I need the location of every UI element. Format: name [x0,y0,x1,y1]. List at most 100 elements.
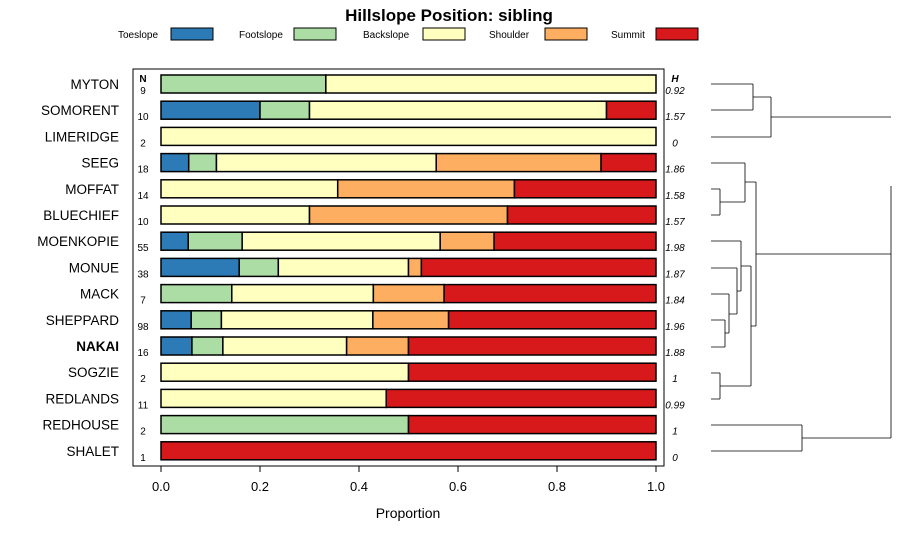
bar-segment [407,414,657,435]
row-label: MYTON [70,77,119,92]
legend-swatch [293,27,337,41]
n-value: 9 [140,86,146,97]
dendro-branch [711,424,803,452]
bar-segment [407,257,423,278]
bar-segment [513,179,657,199]
legend-swatch [170,27,214,41]
n-value: 14 [137,191,149,202]
dendro-branch [711,96,772,138]
bar-segment [241,231,441,251]
bar-segment [215,152,437,173]
bar-segment [506,205,657,225]
bar-segment [435,152,602,173]
bar-segment [600,152,657,173]
n-value: 10 [137,217,149,228]
bar-segment [190,310,223,330]
n-value: 38 [137,269,149,280]
bar-segment [220,310,374,330]
bar-segment [160,441,657,461]
bar-segment [160,257,240,278]
legend-label: Toeslope [118,30,158,41]
dendro-branch [802,186,892,439]
bar-segment [277,257,410,278]
legend-swatch [544,27,588,41]
n-value: 55 [137,243,149,254]
bar-segment [160,310,192,330]
bar-segment [187,231,243,251]
row-label: MOENKOPIE [37,234,119,249]
row-label: SHALET [66,444,119,459]
chart-title: Hillslope Position: sibling [345,6,553,25]
bar-segment [407,336,657,356]
bar-segment [231,283,375,304]
h-value: 1.57 [665,217,685,228]
bar-segment [160,336,193,356]
row-label: MOFFAT [65,182,119,197]
bar-segment [345,336,410,356]
row-label: REDLANDS [45,391,119,406]
bar-segment [160,283,233,304]
bar-segment [308,100,608,120]
dendro-branch [711,240,742,292]
n-header: N [139,74,146,85]
bar-segment [238,257,280,278]
dendro-branch [711,267,738,315]
x-axis-label: Proportion [376,505,441,521]
row-label: NAKAI [76,339,119,354]
bar-segment [160,362,410,382]
dendro-branch [711,188,721,216]
bar-segment [160,152,190,173]
bar-segment [160,414,410,435]
h-value: 1.86 [665,165,685,176]
n-value: 11 [138,400,149,411]
h-value: 1.88 [665,348,685,359]
h-value: 0 [672,138,678,149]
row-label: SEEG [81,156,119,171]
x-tick-label: 1.0 [647,479,665,494]
legend-label: Backslope [363,30,410,41]
h-value: 1.98 [665,243,685,254]
bar-segment [407,362,657,382]
h-header: H [671,74,679,85]
h-value: 1 [672,374,678,385]
n-value: 1 [140,453,146,464]
legend-label: Shoulder [489,30,530,41]
bar-segment [160,179,339,199]
row-label: LIMERIDGE [45,129,119,144]
bar-segment [385,388,657,409]
x-tick-label: 0.6 [449,479,467,494]
row-label: MONUE [69,260,119,275]
h-value: 1.84 [665,296,685,307]
n-value: 18 [137,165,149,176]
dendro-branch [711,293,730,334]
x-tick-label: 0.8 [548,479,566,494]
row-label: MACK [80,287,119,302]
bar-segment [493,231,657,251]
h-value: 1.57 [665,112,685,123]
row-label: BLUECHIEF [43,208,119,223]
dendrogram [711,83,892,452]
h-value: 0 [672,453,678,464]
dendro-branch [711,372,721,400]
bar-segment [443,283,657,304]
bar-segment [372,283,445,304]
n-value: 98 [137,322,149,333]
n-value: 2 [140,427,146,438]
bar-segment [160,231,189,251]
n-value: 2 [140,374,146,385]
legend-swatch [422,27,466,41]
x-tick-label: 0.4 [350,479,368,494]
bar-segment [605,100,657,120]
x-tick-label: 0.2 [251,479,269,494]
h-value: 1.58 [665,191,685,202]
h-value: 1.96 [665,322,685,333]
legend-label: Summit [611,30,645,41]
bar-segment [222,336,348,356]
dendro-branch [745,181,757,327]
plot-frame [132,68,665,467]
h-value: 1.87 [665,269,685,280]
bar-segment [372,310,450,330]
bar-segment [160,205,311,225]
